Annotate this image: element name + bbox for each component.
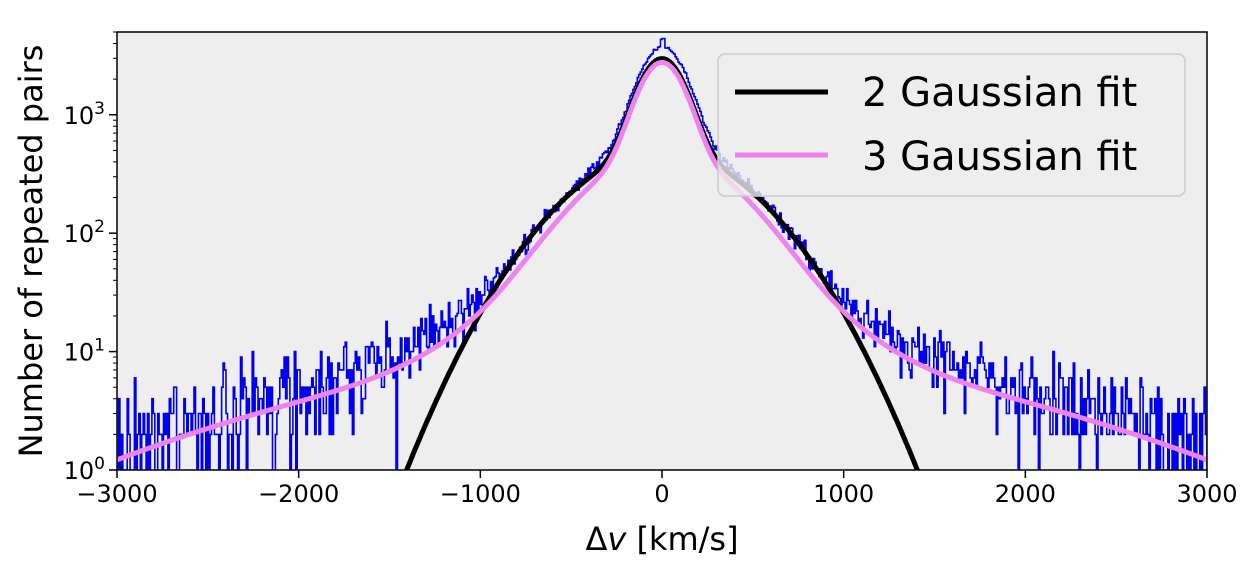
- x-tick-label: −2000: [258, 480, 339, 508]
- y-tick-label: 100: [64, 454, 105, 485]
- x-tick-label: 1000: [813, 480, 874, 508]
- y-axis-label: Number of repeated pairs: [12, 45, 50, 458]
- x-tick-label: −1000: [440, 480, 521, 508]
- x-axis-label: Δv [km/s]: [585, 520, 738, 558]
- fit-curves: [117, 56, 1207, 470]
- y-axis-ticks: 100 101 102 103: [64, 31, 117, 485]
- x-tick-label: 2000: [995, 480, 1056, 508]
- x-tick-label: −3000: [76, 480, 157, 508]
- series-line-2-gaussian-fit: [403, 56, 921, 470]
- y-tick-label: 103: [64, 99, 105, 130]
- series-line-3-gaussian-fit: [117, 60, 1207, 463]
- legend: 2 Gaussian fit 3 Gaussian fit: [717, 53, 1186, 197]
- x-tick-label: 0: [654, 480, 669, 508]
- x-tick-label: 3000: [1176, 480, 1237, 508]
- legend-label-3-gaussian-fit: 3 Gaussian fit: [862, 134, 1137, 180]
- legend-box: [717, 53, 1186, 197]
- y-tick-label: 102: [64, 217, 105, 248]
- y-tick-label: 101: [64, 336, 105, 367]
- x-axis-ticks: −3000 −2000 −1000 0 1000 2000 3000: [76, 470, 1238, 508]
- legend-label-2-gaussian-fit: 2 Gaussian fit: [862, 70, 1137, 116]
